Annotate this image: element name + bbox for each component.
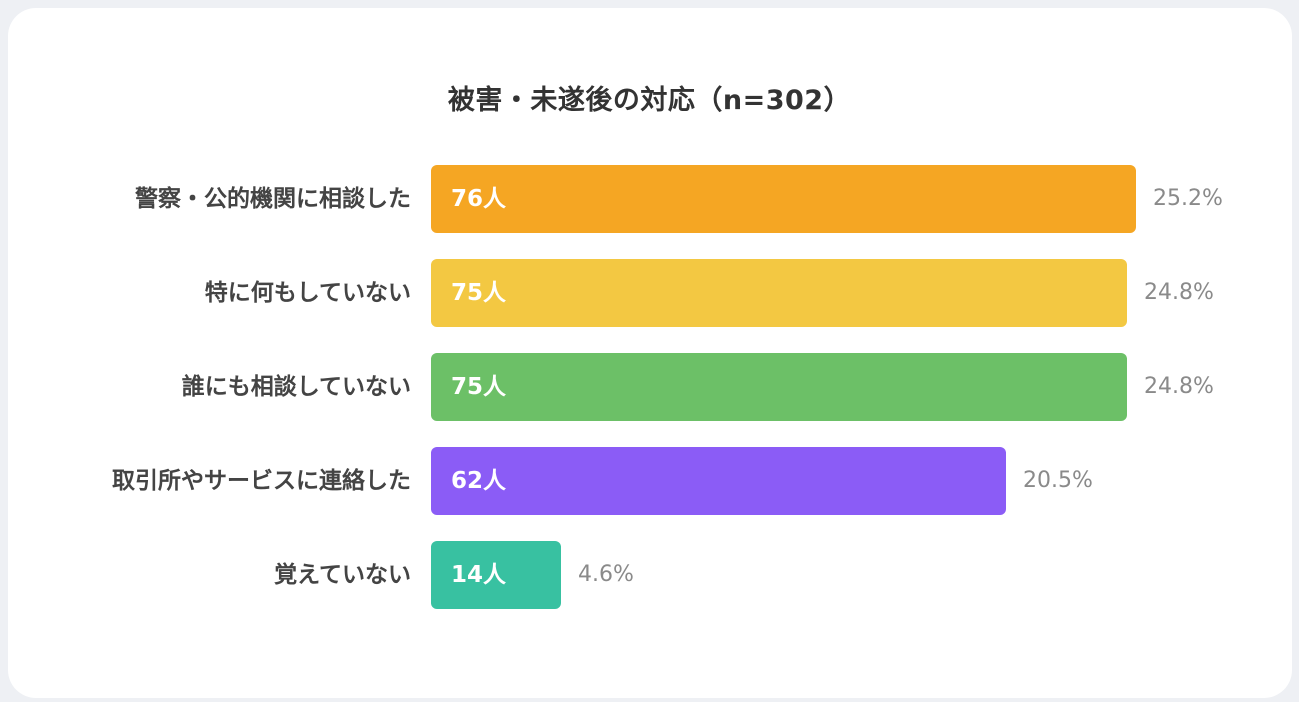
bar-row: 特に何もしていない 75人 24.8%	[0, 259, 1299, 327]
bar-value-label: 75人	[451, 374, 507, 400]
category-label: 取引所やサービスに連絡した	[112, 468, 411, 494]
bar-row: 警察・公的機関に相談した 76人 25.2%	[0, 165, 1299, 233]
bar-row: 取引所やサービスに連絡した 62人 20.5%	[0, 447, 1299, 515]
percent-label: 4.6%	[578, 562, 634, 587]
chart-title: 被害・未遂後の対応（n=302）	[447, 85, 852, 116]
bar	[431, 541, 561, 609]
percent-label: 24.8%	[1144, 280, 1214, 305]
percent-label: 25.2%	[1153, 186, 1223, 211]
bar	[431, 259, 1127, 327]
bar-value-label: 76人	[451, 186, 507, 212]
percent-label: 20.5%	[1023, 468, 1093, 493]
bar-row: 誰にも相談していない 75人 24.8%	[0, 353, 1299, 421]
bar	[431, 353, 1127, 421]
bar	[431, 165, 1136, 233]
category-label: 特に何もしていない	[204, 280, 411, 306]
category-label: 誰にも相談していない	[181, 374, 411, 400]
percent-label: 24.8%	[1144, 374, 1214, 399]
bar	[431, 447, 1006, 515]
bar-value-label: 75人	[451, 280, 507, 306]
category-label: 覚えていない	[274, 562, 411, 588]
bar-value-label: 14人	[451, 562, 507, 588]
category-label: 警察・公的機関に相談した	[135, 186, 411, 212]
bar-row: 覚えていない 14人 4.6%	[0, 541, 1299, 609]
bar-value-label: 62人	[451, 468, 507, 494]
